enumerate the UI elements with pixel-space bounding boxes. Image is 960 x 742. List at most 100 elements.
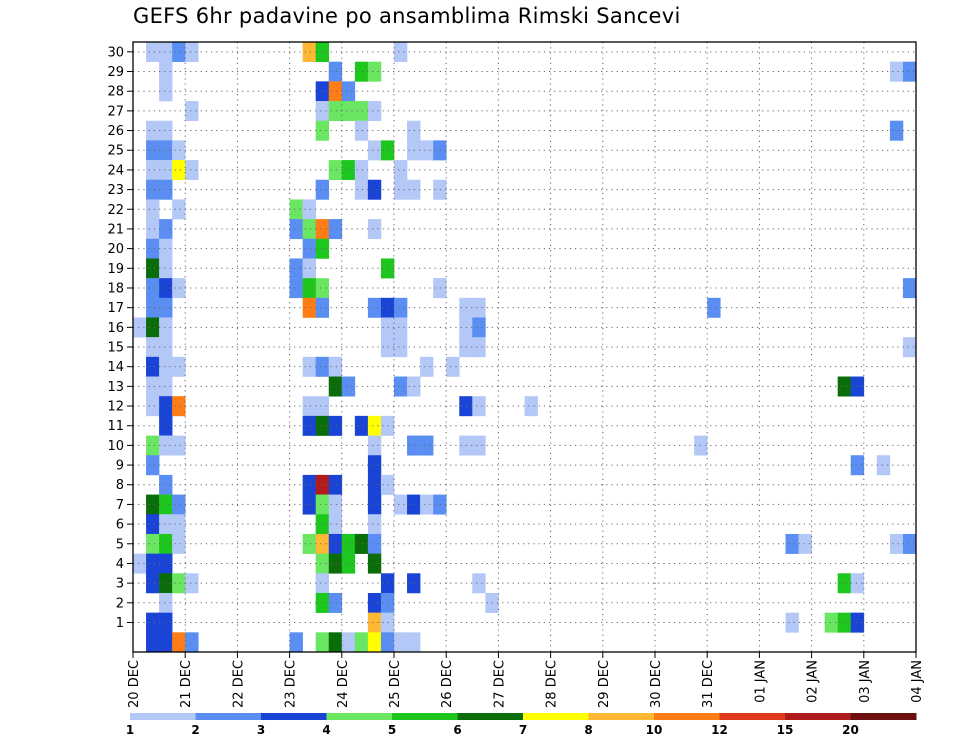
y-tick-label: 25 — [107, 144, 124, 159]
y-tick-label: 18 — [107, 281, 124, 296]
y-tick-label: 6 — [116, 518, 124, 533]
precip-cell — [394, 160, 408, 181]
precip-cell — [354, 632, 369, 653]
precip-cell — [472, 337, 486, 358]
precip-cell — [159, 258, 173, 279]
x-tick-label: 27 DEC — [492, 660, 507, 708]
precip-cell — [407, 494, 421, 515]
precip-cell — [159, 573, 173, 594]
precip-cell — [315, 592, 330, 613]
precip-cell — [172, 435, 186, 456]
precip-cell — [328, 632, 343, 653]
precip-cell — [902, 61, 917, 82]
precip-cell — [159, 356, 173, 377]
precip-cell — [146, 553, 160, 574]
precip-cell — [159, 337, 173, 358]
y-tick-label: 2 — [116, 596, 124, 611]
precip-cell — [185, 632, 199, 653]
precip-cell — [172, 494, 186, 515]
x-tick-label: 22 DEC — [231, 660, 246, 708]
precip-cell — [341, 81, 356, 102]
precip-cell — [146, 297, 160, 318]
precip-cell — [367, 101, 382, 122]
precip-cell — [380, 612, 395, 633]
precip-cell — [524, 396, 538, 417]
y-tick-label: 7 — [116, 498, 124, 513]
precip-cell — [328, 376, 343, 397]
precip-cell — [328, 101, 343, 122]
precip-cell — [367, 179, 382, 200]
y-tick-label: 12 — [107, 400, 124, 415]
precip-cell — [146, 573, 160, 594]
precip-cell — [341, 160, 356, 181]
precip-cell — [394, 337, 408, 358]
precip-cell — [328, 494, 343, 515]
precip-cell — [328, 553, 343, 574]
precip-cell — [315, 356, 330, 377]
precip-cell — [367, 494, 382, 515]
precip-cell — [328, 592, 343, 613]
precip-cell — [707, 297, 721, 318]
precip-cell — [159, 278, 173, 299]
legend-swatch — [523, 713, 589, 720]
precip-cell — [172, 533, 186, 554]
grid-lines — [133, 42, 916, 652]
precip-cell — [146, 514, 160, 535]
precip-cell — [159, 494, 173, 515]
precip-cell — [328, 474, 343, 495]
precip-cell — [394, 632, 408, 653]
precip-cell — [315, 238, 330, 259]
precip-cell — [902, 337, 917, 358]
legend-swatch — [392, 713, 458, 720]
y-tick-label: 30 — [107, 45, 124, 60]
precip-cell — [315, 297, 330, 318]
y-tick-label: 9 — [116, 459, 124, 474]
y-tick-label: 21 — [107, 222, 124, 237]
precip-cell — [315, 396, 330, 417]
precip-cell — [315, 415, 330, 436]
precip-cell — [172, 356, 186, 377]
precip-cell — [302, 297, 316, 318]
precip-cell — [902, 533, 917, 554]
precip-cell — [172, 632, 186, 653]
precip-cell — [341, 376, 356, 397]
precip-cell — [315, 219, 330, 240]
precip-cell — [354, 179, 369, 200]
precip-cell — [159, 61, 173, 82]
precip-cell — [407, 632, 421, 653]
y-tick-label: 20 — [107, 242, 124, 257]
y-tick-label: 19 — [107, 262, 124, 277]
precip-cell — [146, 120, 160, 141]
legend-swatch — [457, 713, 524, 720]
legend-swatch — [326, 713, 393, 720]
precip-cell — [472, 573, 486, 594]
precip-cell — [380, 592, 395, 613]
precip-cell — [302, 199, 316, 220]
precip-cell — [785, 533, 799, 554]
precip-cell — [850, 573, 865, 594]
precip-cell — [341, 533, 356, 554]
precip-cell — [380, 415, 395, 436]
precip-cell — [159, 81, 173, 102]
precip-cell — [315, 573, 330, 594]
precip-cell — [315, 81, 330, 102]
y-tick-label: 17 — [107, 301, 124, 316]
precip-cell — [159, 533, 173, 554]
precip-cell — [472, 297, 486, 318]
precip-cell — [302, 258, 316, 279]
precip-cell — [341, 632, 356, 653]
precip-cell — [159, 140, 173, 161]
precip-cell — [472, 396, 486, 417]
precip-cell — [394, 179, 408, 200]
precip-cell — [328, 533, 343, 554]
x-tick-label: 01 JAN — [753, 660, 768, 703]
precip-cell — [146, 337, 160, 358]
precip-cell — [380, 297, 395, 318]
precip-cell — [289, 199, 303, 220]
legend-label: 15 — [777, 723, 794, 737]
precip-cell — [146, 160, 160, 181]
precip-cell — [159, 120, 173, 141]
precip-cell — [876, 455, 891, 476]
precip-cell — [159, 297, 173, 318]
